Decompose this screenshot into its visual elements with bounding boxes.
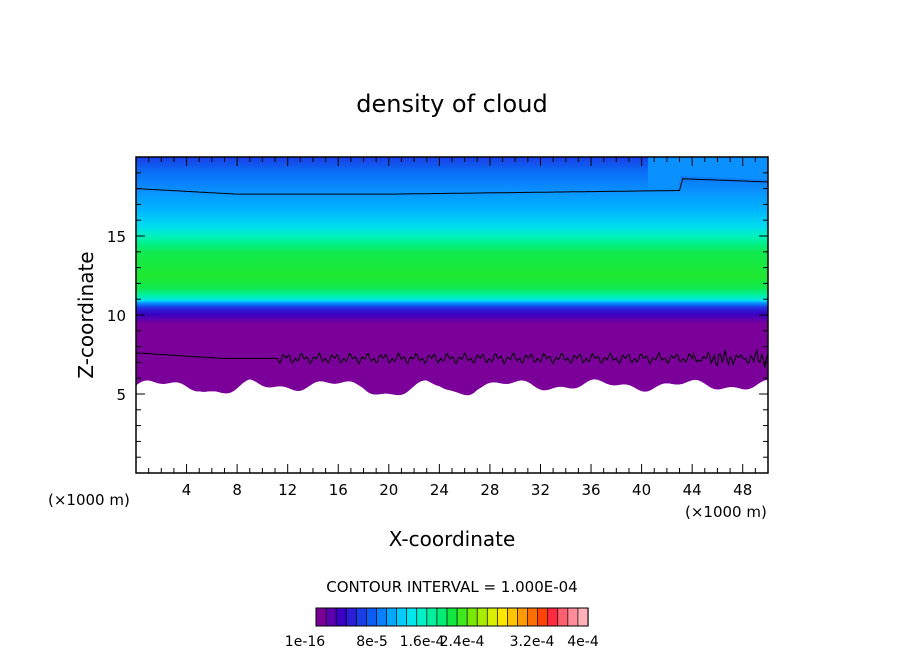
colorbar-label: 2.4e-4 xyxy=(440,634,485,650)
colorbar-swatch xyxy=(396,607,408,627)
y-tick-labels: 5 10 15 xyxy=(107,228,126,404)
upper-contour-line xyxy=(136,178,768,195)
plot-area xyxy=(136,157,768,396)
colorbar-swatch xyxy=(557,607,569,627)
x-tick-label: 20 xyxy=(379,481,398,499)
colorbar-swatch xyxy=(325,607,337,627)
contour-interval-text: CONTOUR INTERVAL = 1.000E-04 xyxy=(326,578,577,596)
colorbar-swatch xyxy=(517,607,529,627)
colorbar-swatch xyxy=(486,607,498,627)
y-tick-label: 10 xyxy=(107,307,126,325)
cloud-density-field xyxy=(136,157,768,396)
x-tick-label: 12 xyxy=(278,481,297,499)
x-tick-label: 4 xyxy=(182,481,192,499)
colorbar-swatch xyxy=(527,607,539,627)
colorbar-label: 3.2e-4 xyxy=(510,634,555,650)
chart-title: density of cloud xyxy=(356,90,547,118)
top-right-bump xyxy=(647,157,768,189)
colorbar-label: 4e-4 xyxy=(567,634,599,650)
x-unit-note-right: (×1000 m) xyxy=(685,503,767,521)
x-tick-label: 28 xyxy=(480,481,499,499)
y-axis-ticks xyxy=(136,172,768,458)
colorbar xyxy=(315,607,589,627)
x-tick-label: 16 xyxy=(329,481,348,499)
x-tick-label: 40 xyxy=(632,481,651,499)
colorbar-swatch xyxy=(567,607,579,627)
colorbar-swatch xyxy=(335,607,347,627)
colorbar-label: 1e-16 xyxy=(285,634,325,650)
colorbar-swatch xyxy=(476,607,488,627)
colorbar-swatch xyxy=(446,607,458,627)
colorbar-swatch xyxy=(406,607,418,627)
colorbar-swatch xyxy=(386,607,398,627)
colorbar-swatch xyxy=(577,607,589,627)
colorbar-swatch xyxy=(416,607,428,627)
x-axis-label: X-coordinate xyxy=(389,527,516,551)
colorbar-swatch xyxy=(496,607,509,627)
colorbar-swatch xyxy=(547,607,559,627)
x-tick-label: 32 xyxy=(531,481,550,499)
x-axis-ticks xyxy=(148,157,756,473)
colorbar-frame xyxy=(315,607,589,627)
colorbar-swatch xyxy=(366,607,378,627)
colorbar-labels: 1e-16 8e-5 1.6e-42.4e-4 3.2e-4 4e-4 xyxy=(285,634,599,650)
cloud-base-fringe xyxy=(136,360,768,396)
lower-contour-line xyxy=(136,348,768,368)
colorbar-swatch xyxy=(456,607,468,627)
colorbar-label: 8e-5 xyxy=(356,634,387,650)
colorbar-swatch xyxy=(507,607,519,627)
colorbar-label: 1.6e-4 xyxy=(400,634,445,650)
x-tick-label: 8 xyxy=(232,481,242,499)
x-unit-note-left: (×1000 m) xyxy=(48,491,130,509)
colorbar-swatch xyxy=(436,607,448,627)
colorbar-swatch xyxy=(345,607,357,627)
x-tick-label: 44 xyxy=(683,481,702,499)
colorbar-swatch xyxy=(315,607,327,627)
y-tick-label: 15 xyxy=(107,228,126,246)
colorbar-swatch xyxy=(355,607,368,627)
x-tick-label: 48 xyxy=(733,481,752,499)
colorbar-swatch xyxy=(537,607,549,627)
x-tick-labels: 4 8 12 16 20 24 28 32 36 40 44 48 xyxy=(182,481,752,499)
colorbar-swatch xyxy=(376,607,388,627)
colorbar-swatch xyxy=(426,607,438,627)
x-tick-label: 36 xyxy=(581,481,600,499)
colorbar-swatch xyxy=(466,607,478,627)
y-axis-label: Z-coordinate xyxy=(74,251,98,378)
x-tick-label: 24 xyxy=(430,481,449,499)
y-tick-label: 5 xyxy=(116,386,126,404)
